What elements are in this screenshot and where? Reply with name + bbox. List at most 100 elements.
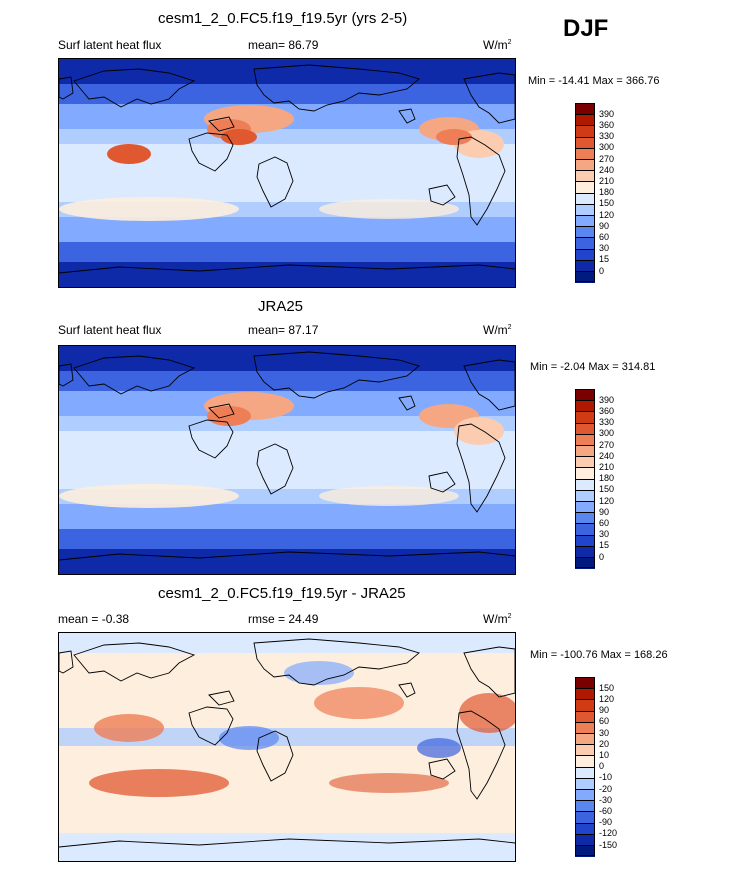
colorbar-tick-label: 300 [599,142,615,153]
colorbar-swatch [575,433,595,446]
colorbar-swatch [575,411,595,424]
colorbar-tick-label: 180 [599,473,615,484]
colorbar-tick-label: 90 [599,705,610,716]
panel2-map [58,345,516,575]
panel3-mean-label: mean = -0.38 [58,612,130,626]
colorbar-swatch [575,545,595,558]
colorbar-tick-label: 30 [599,727,610,738]
colorbar-tick-label: -30 [599,794,613,805]
panel1-minmax: Min = -14.41 Max = 366.76 [528,75,660,87]
colorbar-swatch [575,478,595,491]
colorbar-tick-label: 120 [599,209,615,220]
colorbar-tick-label: 360 [599,119,615,130]
colorbar-swatch [575,512,595,525]
colorbar-swatch [575,248,595,261]
colorbar-tick-label: 150 [599,484,615,495]
panel1-map [58,58,516,288]
colorbar-tick-label: 390 [599,108,615,119]
colorbar-swatch [575,456,595,469]
colorbar-swatch [575,800,595,813]
colorbar-swatch [575,822,595,835]
colorbar-swatch [575,114,595,127]
colorbar-tick-label: 390 [599,394,615,405]
panel2-title: JRA25 [258,298,304,315]
colorbar-swatch [575,733,595,746]
colorbar-tick-label: 240 [599,450,615,461]
colorbar-swatch [575,557,595,570]
colorbar-tick-label: 90 [599,506,610,517]
colorbar-swatch [575,845,595,858]
colorbar-swatch [575,699,595,712]
colorbar-swatch [575,766,595,779]
colorbar-swatch [575,181,595,194]
panel2-units: W/m2 [483,323,512,337]
colorbar-swatch [575,811,595,824]
colorbar-swatch [575,710,595,723]
colorbar-swatch [575,170,595,183]
colorbar-swatch [575,721,595,734]
colorbar-swatch [575,445,595,458]
panel2-minmax: Min = -2.04 Max = 314.81 [530,361,656,373]
colorbar-tick-label: -120 [599,828,618,839]
panel1-variable-label: Surf latent heat flux [58,38,162,52]
panel1-mean-label: mean= 86.79 [248,38,319,52]
colorbar-tick-label: 15 [599,540,610,551]
colorbar-tick-label: 180 [599,187,615,198]
colorbar-tick-label: 20 [599,738,610,749]
colorbar-swatch [575,136,595,149]
colorbar-swatch [575,203,595,216]
colorbar-swatch [575,534,595,547]
colorbar-swatch [575,467,595,480]
colorbar-swatch [575,833,595,846]
colorbar-tick-label: 60 [599,231,610,242]
colorbar-tick-label: 120 [599,693,615,704]
colorbar-tick-label: 0 [599,265,605,276]
colorbar-swatch [575,777,595,790]
colorbar-tick-label: -10 [599,772,613,783]
colorbar-swatch [575,226,595,239]
colorbar-swatch [575,489,595,502]
colorbar-tick-label: 270 [599,439,615,450]
colorbar-swatch [575,271,595,284]
colorbar-tick-label: -90 [599,817,613,828]
panel3-minmax: Min = -100.76 Max = 168.26 [530,649,668,661]
colorbar-swatch [575,125,595,138]
colorbar-tick-label: 150 [599,682,615,693]
colorbar-tick-label: 240 [599,164,615,175]
colorbar-tick-label: 210 [599,461,615,472]
colorbar-swatch [575,215,595,228]
colorbar-swatch [575,755,595,768]
colorbar-tick-label: 330 [599,131,615,142]
colorbar-swatch [575,789,595,802]
colorbar-tick-label: 330 [599,417,615,428]
colorbar-swatch [575,400,595,413]
panel1-title: cesm1_2_0.FC5.f19_f19.5yr (yrs 2-5) [158,10,408,27]
colorbar-swatch [575,192,595,205]
colorbar-tick-label: 30 [599,529,610,540]
colorbar-tick-label: 0 [599,551,605,562]
colorbar-tick-label: 120 [599,495,615,506]
colorbar-swatch [575,237,595,250]
colorbar-swatch [575,259,595,272]
colorbar-tick-label: -60 [599,805,613,816]
colorbar-tick-label: -20 [599,783,613,794]
colorbar-tick-label: 30 [599,243,610,254]
colorbar-tick-label: 270 [599,153,615,164]
panel3-rmse-label: rmse = 24.49 [248,612,319,626]
panel1-units: W/m2 [483,38,512,52]
colorbar-tick-label: 60 [599,716,610,727]
colorbar-swatch [575,147,595,160]
colorbar-tick-label: 10 [599,749,610,760]
colorbar-tick-label: 0 [599,761,605,772]
colorbar-swatch [575,422,595,435]
panel3-map [58,632,516,862]
panel3-title: cesm1_2_0.FC5.f19_f19.5yr - JRA25 [158,585,406,602]
colorbar-swatch [575,523,595,536]
panel3-units: W/m2 [483,612,512,626]
colorbar-tick-label: -150 [599,839,618,850]
panel2-mean-label: mean= 87.17 [248,323,319,337]
colorbar-swatch [575,159,595,172]
colorbar-tick-label: 90 [599,220,610,231]
colorbar-tick-label: 150 [599,198,615,209]
season-label: DJF [563,15,609,42]
